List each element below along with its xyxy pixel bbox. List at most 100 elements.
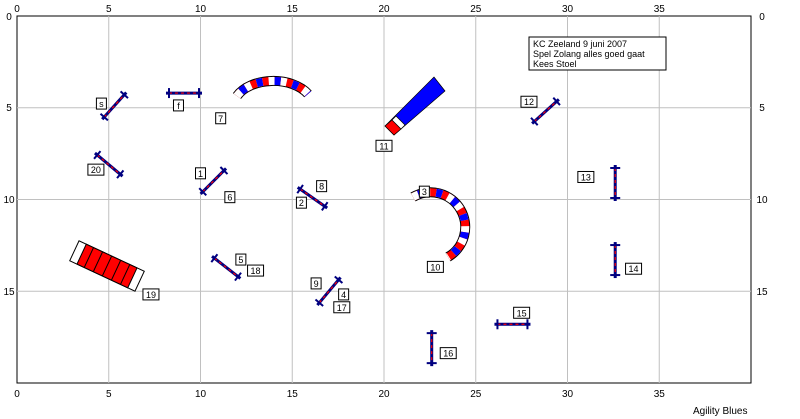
obstacle-number-text: f [177, 101, 180, 111]
obstacle-number-text: 8 [319, 182, 324, 192]
obstacle-number-text: 17 [337, 303, 347, 313]
obstacle-number-text: 6 [227, 193, 232, 203]
credit-text: Agility Blues [693, 406, 747, 417]
course-info-line: Kees Stoel [533, 59, 577, 69]
y-tick-right: 5 [759, 103, 765, 114]
obstacle-number-label: 20 [87, 163, 105, 176]
obstacle-number-text: 14 [629, 264, 639, 274]
y-tick-right: 10 [756, 195, 768, 206]
obstacle-number-frame [142, 288, 160, 301]
obstacle-number-frame [247, 264, 265, 277]
obstacle-number-label: 6 [224, 191, 236, 204]
y-tick-right: 0 [759, 12, 765, 23]
jump-hurdle [296, 184, 329, 211]
jump-wing [296, 184, 304, 194]
obstacle-number-label: 15 [513, 306, 531, 319]
obstacle-number-frame [513, 306, 531, 319]
jump-wing [210, 253, 219, 263]
x-tick-bottom: 20 [378, 389, 390, 400]
tunnel-stripes-white [233, 76, 311, 99]
x-tick-bottom: 5 [106, 389, 112, 400]
jump-wing [321, 201, 329, 211]
jump-wing [334, 275, 344, 284]
jump-pole-stripes [103, 94, 125, 118]
tyre-divider [101, 255, 113, 277]
obstacle-number-text: 15 [517, 308, 527, 318]
obstacle-number-frame [375, 139, 393, 152]
jump-hurdle [530, 96, 561, 126]
jump-wing [119, 90, 129, 99]
jump-hurdle [314, 275, 344, 307]
jump-hurdle [99, 90, 129, 122]
obstacle-number-text: 1 [198, 169, 203, 179]
obstacle-number-text: 3 [422, 187, 427, 197]
obstacle-number-label: s [95, 97, 107, 110]
obstacle-number-label: 18 [247, 264, 265, 277]
obstacle-number-label: 12 [520, 95, 538, 108]
x-tick-bottom: 15 [287, 389, 299, 400]
obstacle-number-label: 10 [426, 260, 444, 273]
jump-wing [530, 117, 539, 126]
jump-wing [552, 96, 561, 106]
jump-hurdle [494, 319, 531, 330]
jump-pole-stripes [299, 188, 326, 207]
x-tick-top: 25 [470, 4, 482, 15]
obstacle-number-label: 1 [195, 167, 206, 180]
obstacle-number-text: 12 [524, 97, 534, 107]
obstacle-number-label: 11 [375, 139, 393, 152]
jump-pole-stripes [96, 154, 121, 175]
obstacle-number-frame [172, 99, 184, 112]
obstacle-number-frame [195, 167, 206, 180]
obstacle-number-frame [310, 277, 322, 290]
obstacle-number-text: 5 [238, 255, 243, 265]
jump-hurdle [610, 242, 621, 279]
tunnel-curved-top [232, 75, 312, 100]
tyre-divider [120, 264, 131, 285]
field-grid [16, 15, 752, 384]
jump-wing [234, 272, 242, 282]
obstacle-number-text: 19 [146, 290, 156, 300]
obstacle-number-text: 20 [91, 165, 101, 175]
axis-labels: 0 5 10 15 20 25 30 35 0 5 10 15 20 25 30… [3, 4, 768, 400]
x-tick-bottom: 30 [562, 389, 574, 400]
jumps-layer [93, 88, 621, 367]
obstacle-number-frame [215, 112, 227, 125]
obstacle-number-label: 13 [577, 170, 595, 183]
x-tick-top: 5 [106, 4, 112, 15]
x-tick-bottom: 25 [470, 389, 482, 400]
obstacle-number-label: 4 [338, 288, 350, 301]
obstacle-number-frame [625, 262, 643, 275]
obstacle-number-frame [235, 253, 247, 266]
obstacle-number-text: 18 [251, 266, 261, 276]
tyre-divider [110, 260, 122, 281]
chute-tunnel [384, 76, 446, 136]
obstacle-number-frame [316, 180, 328, 193]
obstacle-number-text: 2 [299, 198, 304, 208]
obstacle-number-label: 17 [333, 301, 351, 314]
course-info-box: KC Zeeland 9 juni 2007 Spel Zolang alles… [528, 36, 667, 71]
jump-pole-stripes [533, 100, 558, 122]
x-tick-bottom: 10 [195, 389, 207, 400]
y-tick-left: 15 [3, 287, 15, 298]
jump-pole-stripes [214, 257, 239, 278]
obstacle-number-label: 5 [235, 253, 247, 266]
tyre-divider [83, 247, 94, 268]
obstacle-number-frame [295, 196, 307, 209]
obstacle-number-frame [577, 170, 595, 183]
obstacle-number-label: 3 [418, 185, 430, 198]
course-info-line: Spel Zolang alles goed gaat [533, 49, 645, 59]
obstacle-number-text: 7 [218, 114, 223, 124]
tyre-divider [92, 251, 104, 272]
x-tick-top: 15 [287, 4, 299, 15]
jump-hurdle [610, 164, 621, 201]
obstacle-number-label: 2 [295, 196, 307, 209]
obstacle-number-text: 16 [443, 349, 453, 359]
obstacle-number-frame [338, 288, 350, 301]
obstacle-number-frame [333, 301, 351, 314]
obstacle-number-frame [418, 185, 430, 198]
obstacle-number-frame [87, 163, 105, 176]
jump-wing [219, 166, 229, 175]
tunnel-stripes-blue [233, 76, 311, 99]
